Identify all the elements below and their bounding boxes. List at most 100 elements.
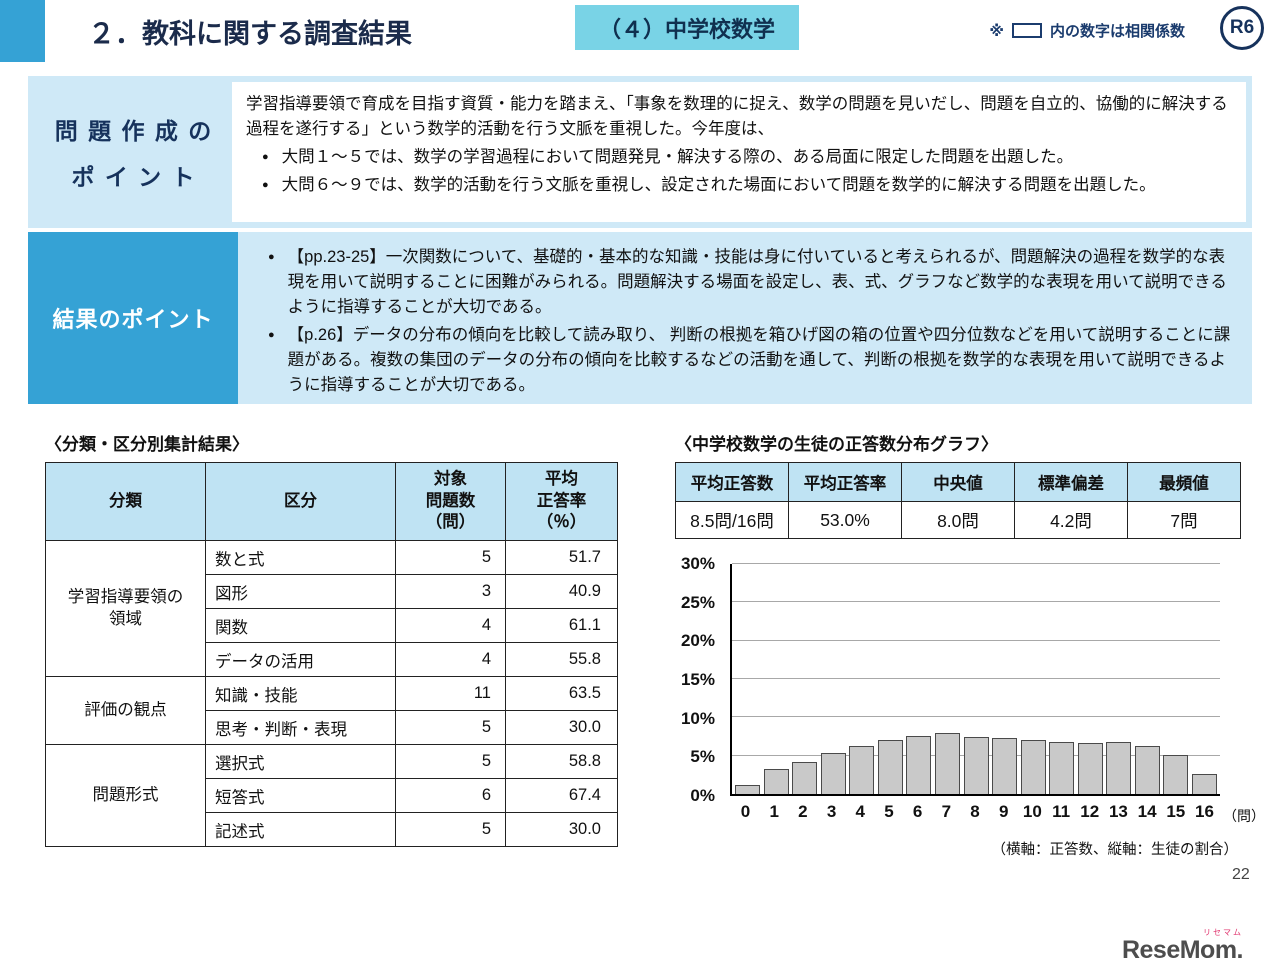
kubun-cell: 図形 [205, 574, 396, 609]
stat-header-stddev: 標準偏差 [1014, 462, 1128, 502]
table-row: 記述式 5 30.0 [46, 812, 618, 847]
x-tick-label: 6 [912, 802, 923, 821]
col-header-avg-rate: 平均 正答率 （％） [505, 462, 618, 541]
result-bullet-2: ● 【p.26】データの分布の傾向を比較して読み取り、 判断の根拠を箱ひげ図の箱… [252, 323, 1236, 398]
rate-cell: 63.5 [505, 676, 618, 711]
summary-table-header-row: 分類 区分 対象 問題数 （問） 平均 正答率 （％） [45, 462, 618, 541]
bullet-icon: ● [268, 251, 275, 263]
rate-cell: 30.0 [505, 710, 618, 745]
note-asterisk: ※ [989, 22, 1004, 40]
x-tick-label: 1 [769, 802, 779, 821]
x-axis-unit: （問） [1223, 808, 1265, 824]
y-tick-label: 5% [690, 747, 715, 767]
gridline [732, 601, 1220, 603]
kubun-cell: 短答式 [205, 778, 396, 813]
stat-value-stddev: 4.2問 [1014, 501, 1128, 539]
stats-value-row: 8.5問/16問 53.0% 8.0問 4.2問 7問 [675, 501, 1241, 539]
section-result-points: 結果のポイント ● 【pp.23-25】一次関数について、基礎的・基本的な知識・… [28, 232, 1252, 404]
rate-cell: 61.1 [505, 608, 618, 643]
x-tick-label: 2 [798, 802, 808, 821]
x-tick-label: 10 [1022, 802, 1042, 821]
gridline [732, 563, 1220, 564]
section-creation-points: 問題作成の ポイント 学習指導要領で育成を目指す資質・能力を踏まえ、「事象を数理… [28, 76, 1252, 228]
bar-8 [963, 736, 989, 794]
kubun-cell: 思考・判断・表現 [205, 710, 396, 745]
num-cell: 11 [395, 676, 506, 711]
category-cell: 学習指導要領の 領域 [45, 540, 206, 677]
chart-y-axis: 0% 5% 10% 15% 20% 25% 30% [675, 554, 721, 805]
logo-ruby-text: リセマム [1203, 928, 1243, 937]
x-tick-label: 9 [998, 802, 1009, 821]
kubun-cell: 関数 [205, 608, 396, 643]
x-tick-label: 8 [970, 802, 980, 821]
col-header-question-count: 対象 問題数 （問） [395, 462, 506, 541]
creation-bullet-2: ● 大問６～９では、数学的活動を行う文脈を重視し、設定された場面において問題を数… [246, 173, 1230, 198]
rate-cell: 58.8 [505, 744, 618, 779]
stat-value-mode: 7問 [1127, 501, 1241, 539]
stat-header-mean-rate: 平均正答率 [788, 462, 902, 502]
kubun-cell: 数と式 [205, 540, 396, 575]
stat-header-mean-count: 平均正答数 [675, 462, 789, 502]
corner-accent-block [0, 0, 45, 62]
bullet-icon: ● [262, 179, 269, 192]
gridline [732, 639, 1220, 641]
correlation-note: ※ 内の数字は相関係数 [989, 20, 1185, 41]
axis-note: （横軸：正答数、縦軸：生徒の割合） [991, 842, 1239, 858]
y-tick-label: 20% [680, 631, 715, 651]
rate-cell: 51.7 [505, 540, 618, 575]
year-badge: R6 [1220, 6, 1264, 50]
page-number: 22 [1232, 866, 1250, 883]
x-tick-label: 15 [1166, 802, 1186, 821]
correlation-box-icon [1011, 23, 1042, 38]
bar-15 [1163, 754, 1189, 794]
distribution-chart: 0% 5% 10% 15% 20% 25% 30% 0 1 2 3 4 5 6 7 8 9 10 11 12 13 14… [675, 554, 1265, 866]
bar-10 [1020, 739, 1046, 794]
table-row: データの活用 4 55.8 [46, 642, 618, 677]
table-row: 思考・判断・表現 5 30.0 [46, 710, 618, 745]
bar-6 [906, 735, 932, 794]
bar-13 [1106, 741, 1132, 794]
subject-badge: （４）中学校数学 [575, 5, 800, 50]
bar-2 [792, 761, 818, 794]
stat-header-median: 中央値 [901, 462, 1015, 502]
bar-4 [849, 746, 875, 794]
num-cell: 6 [395, 778, 506, 813]
x-tick-label: 12 [1080, 802, 1100, 821]
num-cell: 3 [395, 574, 506, 609]
chart-x-axis: 0 1 2 3 4 5 6 7 8 9 10 11 12 13 14 15 16 [730, 802, 1220, 822]
gridline [732, 716, 1220, 718]
result-bullet-1: ● 【pp.23-25】一次関数について、基礎的・基本的な知識・技能は身に付いて… [252, 245, 1236, 320]
num-cell: 4 [395, 642, 506, 677]
stat-value-mean-count: 8.5問/16問 [675, 501, 789, 539]
section-result-label: 結果のポイント [28, 232, 238, 404]
page-title: ２．教科に関する調査結果 [88, 19, 412, 49]
result-bullet-2-text: 【p.26】データの分布の傾向を比較して読み取り、 判断の根拠を箱ひげ図の箱の位… [287, 326, 1231, 395]
rate-cell: 55.8 [505, 642, 618, 677]
bar-1 [763, 768, 789, 794]
bar-14 [1134, 745, 1160, 794]
y-tick-label: 0% [690, 786, 715, 805]
x-tick-label: 14 [1137, 802, 1157, 821]
bar-16 [1192, 774, 1217, 794]
x-tick-label: 7 [941, 802, 952, 821]
y-tick-label: 15% [680, 670, 715, 689]
stat-header-mode: 最頻値 [1127, 462, 1241, 502]
bars-container [732, 564, 1220, 794]
num-cell: 4 [395, 608, 506, 643]
gridline [732, 678, 1220, 679]
table-row: 関数 4 61.1 [46, 608, 618, 643]
x-tick-label: 0 [740, 802, 751, 821]
table-row: 評価の観点 知識・技能 11 63.5 [45, 676, 618, 745]
bullet-icon: ● [268, 329, 275, 342]
col-header-kubun: 区分 [205, 462, 396, 541]
creation-bullet-1-text: 大問１～５では、数学の学習過程において問題発見・解決する際の、ある局面に限定した… [281, 148, 1074, 167]
category-cell: 問題形式 [45, 744, 206, 847]
category-cell: 評価の観点 [45, 676, 206, 745]
table-row: 図形 3 40.9 [46, 574, 618, 609]
summary-table: 分類 区分 対象 問題数 （問） 平均 正答率 （％） 学習指導要領の 領域 数… [45, 462, 618, 847]
num-cell: 5 [395, 540, 506, 575]
bar-9 [992, 738, 1018, 794]
x-tick-label: 3 [826, 802, 837, 821]
section-creation-label-line1: 問題作成の [54, 118, 222, 144]
section-creation-label: 問題作成の ポイント [34, 82, 232, 222]
